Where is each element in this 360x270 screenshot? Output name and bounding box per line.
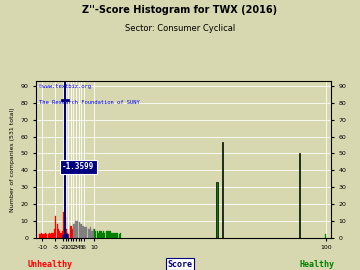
- Bar: [59, 231, 60, 238]
- Bar: [66, 229, 67, 238]
- Bar: [81, 224, 82, 238]
- Bar: [75, 221, 76, 238]
- Bar: [299, 153, 300, 238]
- Y-axis label: Number of companies (531 total): Number of companies (531 total): [10, 107, 15, 212]
- Bar: [64, 217, 66, 238]
- Bar: [111, 232, 112, 238]
- Bar: [63, 212, 64, 238]
- Bar: [54, 229, 55, 238]
- Bar: [80, 224, 81, 238]
- Bar: [85, 228, 86, 238]
- Bar: [58, 229, 59, 238]
- Bar: [107, 231, 108, 238]
- Bar: [42, 234, 44, 238]
- Bar: [96, 231, 98, 238]
- Bar: [93, 229, 94, 238]
- Bar: [73, 224, 75, 238]
- Bar: [87, 229, 89, 238]
- Bar: [46, 234, 48, 238]
- Bar: [76, 221, 77, 238]
- Bar: [78, 222, 80, 238]
- Bar: [108, 231, 109, 238]
- Bar: [104, 232, 105, 238]
- Bar: [216, 182, 218, 238]
- Text: ©www.textbiz.org: ©www.textbiz.org: [39, 84, 91, 89]
- Bar: [68, 234, 69, 238]
- Bar: [99, 231, 100, 238]
- Bar: [41, 232, 42, 238]
- Bar: [45, 232, 46, 238]
- Text: Z''-Score Histogram for TWX (2016): Z''-Score Histogram for TWX (2016): [82, 5, 278, 15]
- Bar: [44, 234, 45, 238]
- Bar: [40, 234, 41, 238]
- Bar: [50, 234, 51, 238]
- Bar: [86, 228, 87, 238]
- Bar: [90, 228, 91, 238]
- Bar: [113, 232, 114, 238]
- Bar: [116, 232, 117, 238]
- Bar: [77, 221, 78, 238]
- Bar: [325, 234, 326, 238]
- Text: Healthy: Healthy: [299, 260, 334, 269]
- Bar: [118, 234, 120, 238]
- Bar: [89, 229, 90, 238]
- Bar: [62, 231, 63, 238]
- Text: Sector: Consumer Cyclical: Sector: Consumer Cyclical: [125, 24, 235, 33]
- Text: Score: Score: [167, 260, 193, 269]
- Bar: [112, 232, 113, 238]
- Text: The Research Foundation of SUNY: The Research Foundation of SUNY: [39, 100, 140, 105]
- Bar: [102, 232, 103, 238]
- Bar: [91, 231, 93, 238]
- Bar: [39, 234, 40, 238]
- Bar: [53, 232, 54, 238]
- Bar: [94, 229, 95, 238]
- Bar: [67, 232, 68, 238]
- Bar: [48, 234, 49, 238]
- Bar: [84, 228, 85, 238]
- Bar: [98, 232, 99, 238]
- Bar: [222, 142, 223, 238]
- Bar: [95, 231, 96, 238]
- Bar: [120, 232, 121, 238]
- Bar: [57, 224, 58, 238]
- Bar: [117, 232, 118, 238]
- Bar: [105, 231, 107, 238]
- Bar: [55, 216, 57, 238]
- Bar: [71, 226, 72, 238]
- Bar: [49, 232, 50, 238]
- Bar: [109, 231, 111, 238]
- Bar: [51, 232, 53, 238]
- Bar: [114, 232, 116, 238]
- Bar: [82, 226, 84, 238]
- Bar: [72, 229, 73, 238]
- Bar: [60, 232, 62, 238]
- Bar: [103, 231, 104, 238]
- Text: Unhealthy: Unhealthy: [28, 260, 73, 269]
- Text: -1.3599: -1.3599: [62, 162, 95, 171]
- Bar: [69, 226, 71, 238]
- Bar: [100, 231, 102, 238]
